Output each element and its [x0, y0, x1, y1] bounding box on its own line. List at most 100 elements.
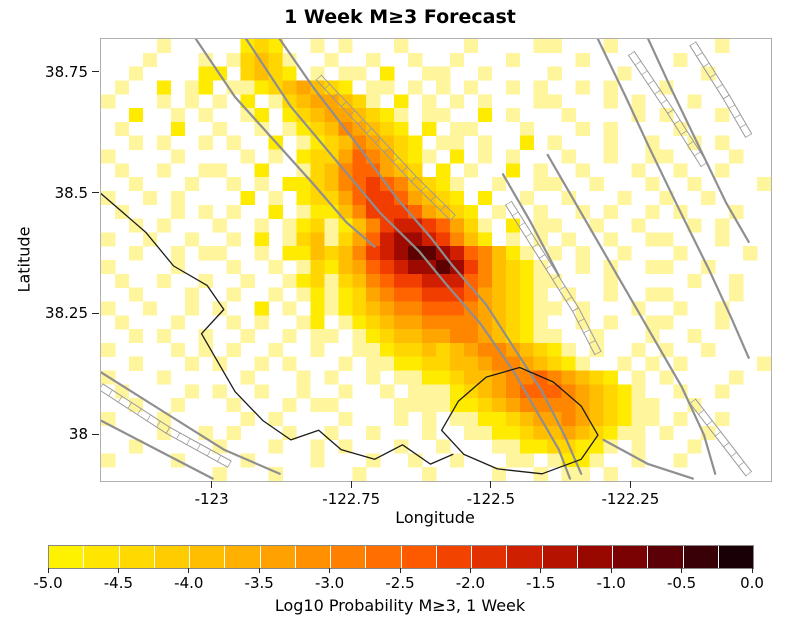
- heat-cell: [422, 425, 437, 440]
- heat-cell: [268, 94, 283, 109]
- heat-cell: [394, 398, 409, 413]
- heat-cell: [463, 411, 479, 427]
- fault-zone-rung: [217, 455, 222, 462]
- fault-zone-rung: [730, 452, 737, 457]
- heat-cell: [533, 218, 548, 233]
- heat-cell: [715, 384, 730, 399]
- heat-cell: [533, 163, 548, 178]
- heat-cell: [589, 370, 604, 385]
- heat-cell: [380, 190, 395, 206]
- heat-cell: [380, 384, 395, 399]
- heat-cell: [310, 135, 325, 150]
- heat-cell: [268, 39, 283, 54]
- heat-cell: [394, 273, 409, 288]
- heat-cell: [324, 80, 339, 95]
- heat-cell: [296, 135, 311, 150]
- fault-zone-rung: [738, 461, 745, 467]
- heat-cell: [282, 398, 297, 413]
- heat-cell: [449, 329, 465, 344]
- heat-cell: [226, 398, 241, 413]
- heat-cell: [729, 287, 744, 302]
- heat-cell: [394, 204, 409, 219]
- plot-area: [100, 38, 772, 482]
- heat-cell: [715, 163, 730, 178]
- heat-cell: [268, 66, 283, 81]
- heat-cell: [449, 384, 465, 399]
- heat-cell: [184, 301, 200, 316]
- heat-cell: [477, 411, 493, 427]
- heat-cell: [422, 218, 437, 233]
- heat-cell: [589, 384, 604, 399]
- heat-cell: [394, 260, 409, 275]
- heat-cell: [282, 246, 297, 261]
- heat-cell: [449, 411, 465, 427]
- fault-zone-rung: [654, 89, 661, 95]
- heat-cell: [687, 177, 702, 192]
- fault-zone-rung: [410, 176, 417, 182]
- heat-cell: [463, 80, 479, 95]
- heat-cell: [324, 287, 339, 302]
- fault-zone-rung: [660, 99, 668, 105]
- heat-cell: [310, 66, 325, 81]
- heat-cell: [436, 384, 451, 399]
- heat-cell: [589, 342, 604, 357]
- heat-cell: [324, 121, 339, 136]
- heat-cell: [436, 163, 451, 178]
- heat-cell: [366, 342, 381, 357]
- heat-cell: [296, 384, 311, 399]
- heat-cell: [491, 467, 507, 481]
- heat-cell: [645, 177, 660, 192]
- heat-cell: [463, 425, 479, 440]
- colorbar-segment: [401, 546, 437, 568]
- heat-cell: [715, 108, 730, 123]
- heat-cell: [449, 370, 465, 385]
- heat-cell: [505, 80, 521, 95]
- heat-cell: [184, 232, 200, 247]
- heat-cell: [463, 398, 479, 413]
- heat-cell: [394, 218, 409, 233]
- heat-cell: [338, 315, 353, 330]
- heat-cell: [589, 439, 604, 454]
- fault-zone-rung: [366, 128, 372, 134]
- heat-cell: [729, 370, 744, 385]
- heat-cell: [463, 163, 479, 178]
- heat-cell: [603, 370, 618, 385]
- heat-cell: [519, 342, 535, 357]
- heat-cell: [463, 356, 479, 371]
- colorbar-tick-mark: [681, 568, 683, 573]
- fault-zone-rung: [572, 307, 579, 312]
- heat-cell: [282, 177, 297, 192]
- heat-cell: [338, 39, 353, 54]
- heat-cell: [491, 356, 507, 371]
- heat-cell: [240, 52, 255, 67]
- heat-cell: [561, 232, 576, 247]
- heat-cell: [268, 439, 283, 454]
- heat-cell: [477, 260, 493, 275]
- heat-cell: [394, 370, 409, 385]
- heat-cell: [170, 190, 186, 206]
- y-tick-label: 38: [68, 425, 88, 444]
- heat-cell: [366, 135, 381, 150]
- colorbar-segment: [295, 546, 331, 568]
- y-tick-label: 38.25: [45, 304, 88, 323]
- x-tick-label: -123: [194, 490, 229, 508]
- heat-cell: [477, 398, 493, 413]
- heat-cell: [533, 370, 548, 385]
- heat-cell: [505, 163, 521, 178]
- heat-cell: [561, 342, 576, 357]
- heat-cell: [226, 52, 241, 67]
- heat-cell: [561, 384, 576, 399]
- colorbar-tick-label: -0.5: [666, 574, 697, 592]
- heat-cell: [408, 315, 423, 330]
- heat-cell: [366, 163, 381, 178]
- heat-cell: [310, 149, 325, 164]
- heat-cell: [603, 39, 618, 54]
- fault-zone-rung: [518, 222, 526, 227]
- heat-cell: [673, 301, 688, 316]
- heat-cell: [505, 52, 521, 67]
- fault-zone-rung: [714, 431, 721, 437]
- heat-cell: [645, 204, 660, 219]
- heat-cell: [603, 411, 618, 427]
- heat-cell: [436, 204, 451, 219]
- heat-cell: [463, 342, 479, 357]
